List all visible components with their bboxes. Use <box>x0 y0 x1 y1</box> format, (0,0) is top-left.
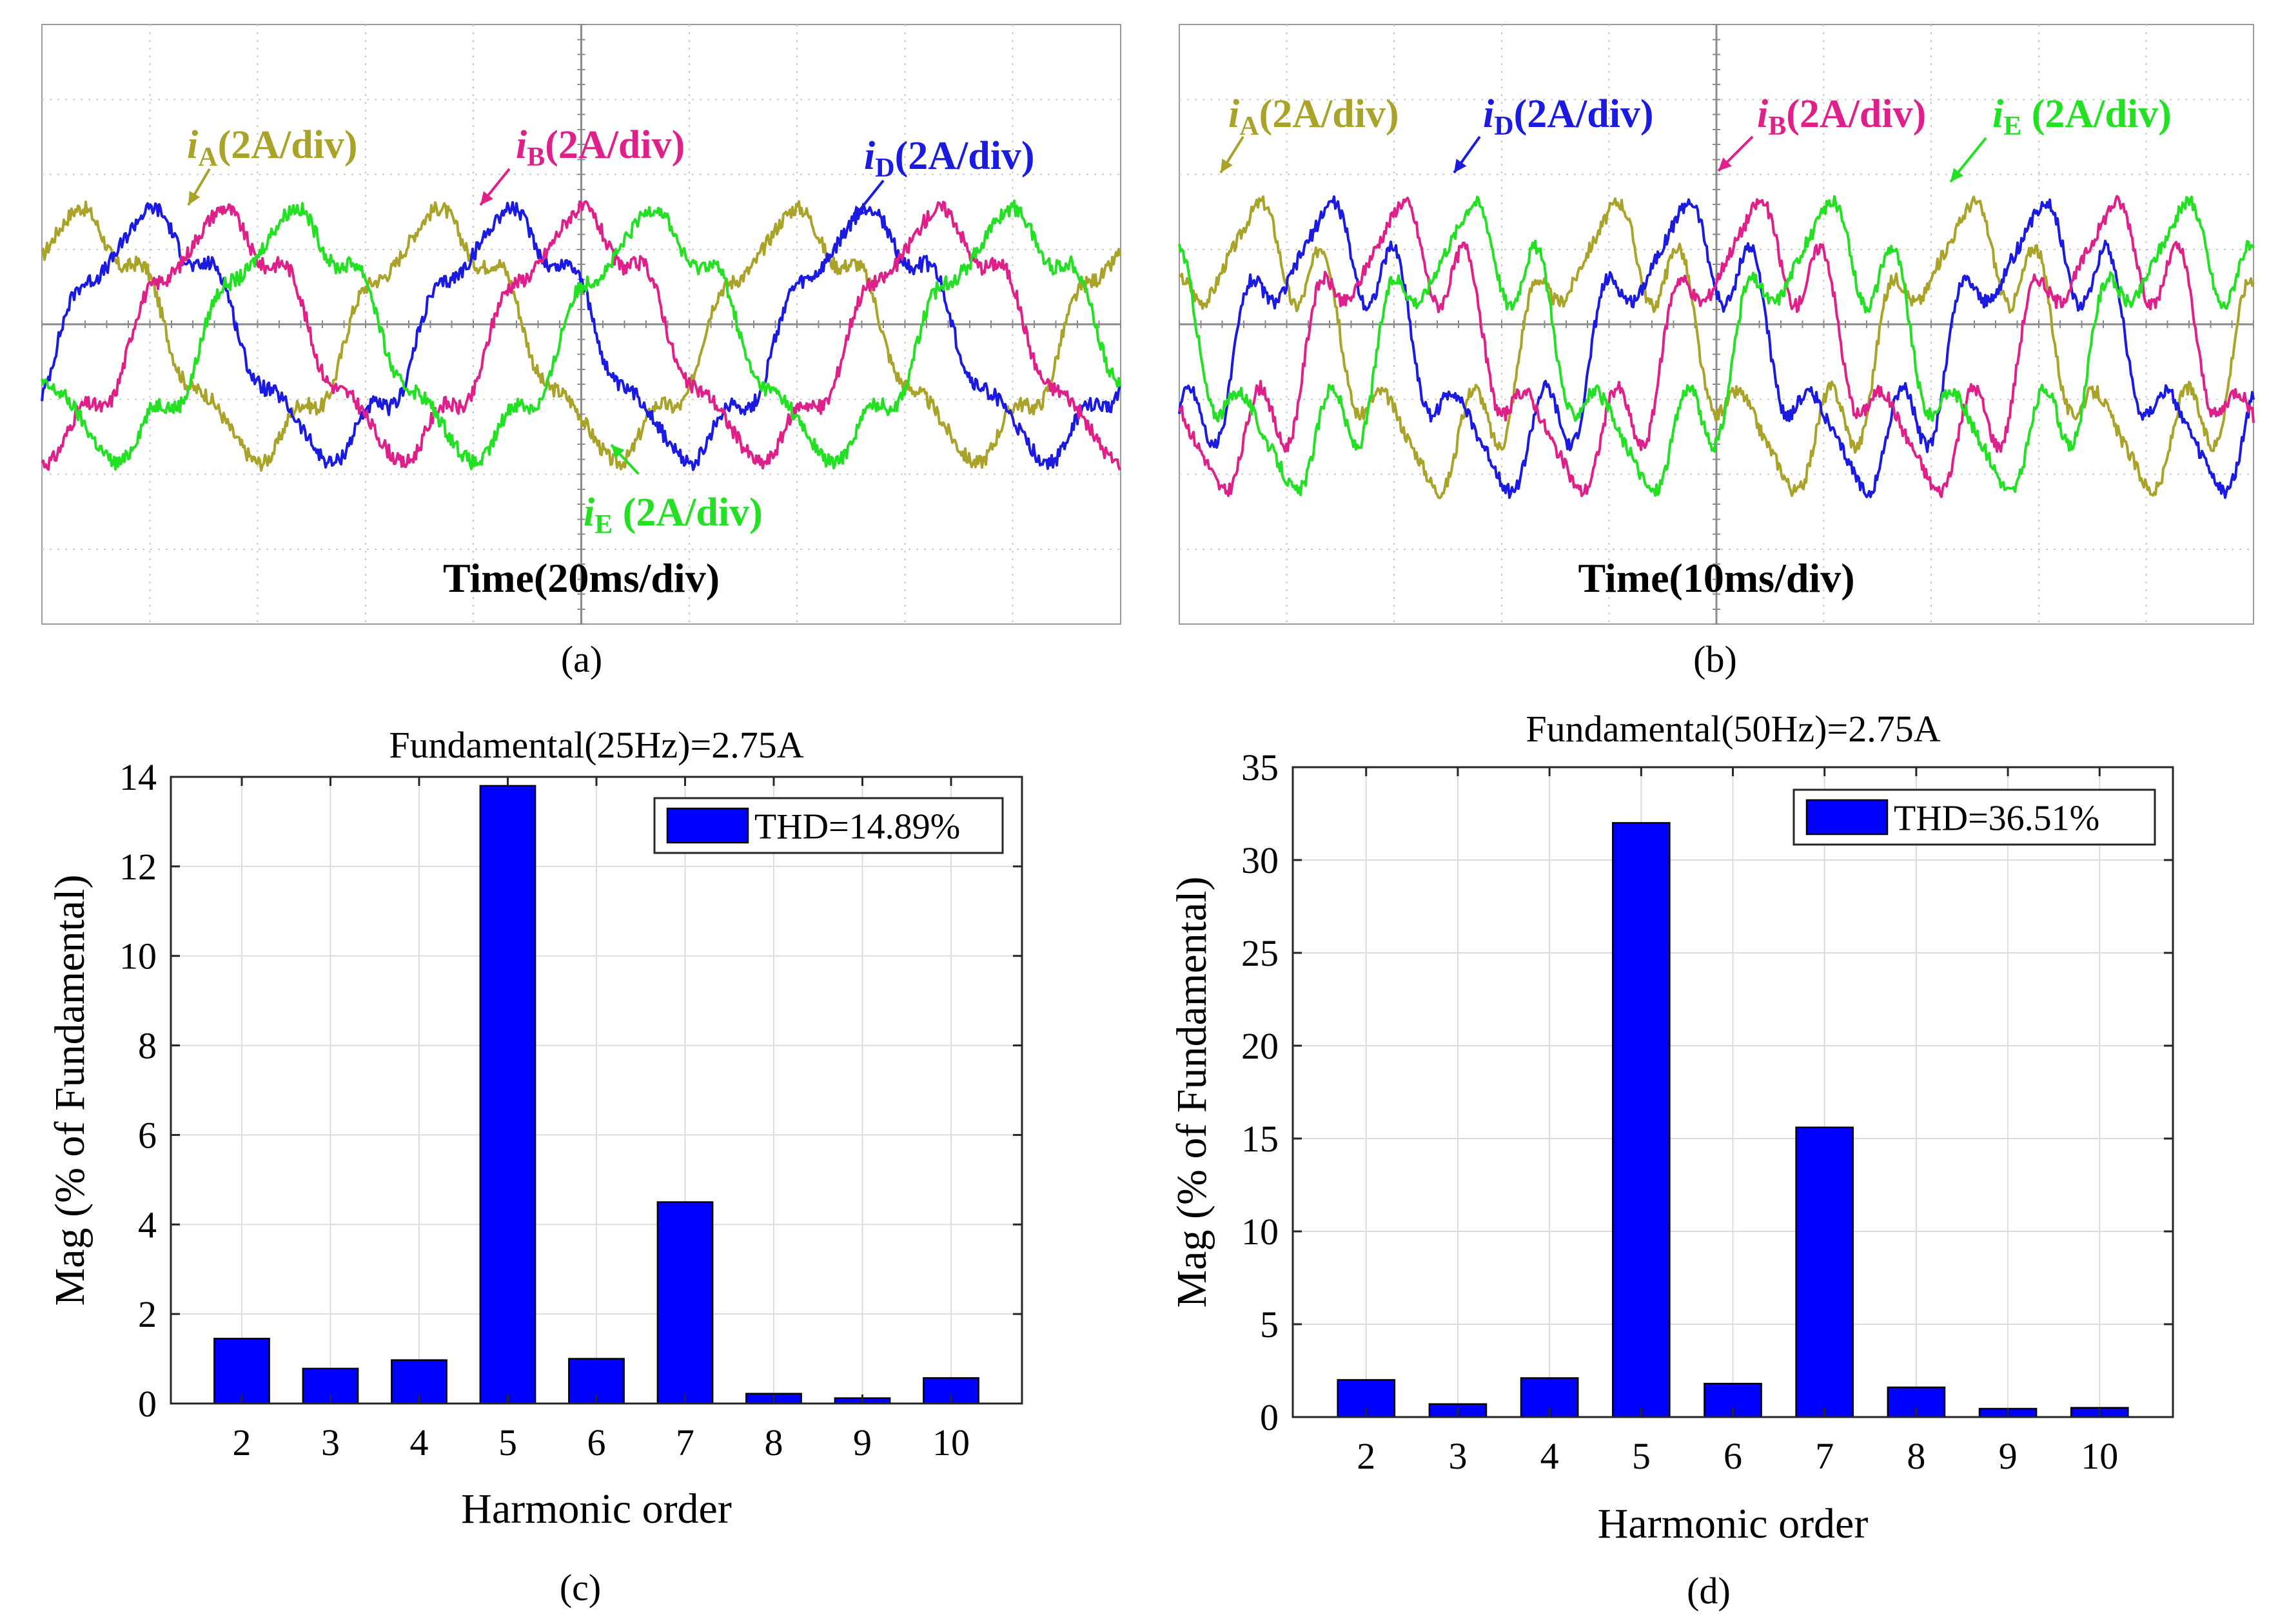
x-tick-label: 3 <box>1448 1435 1467 1477</box>
x-tick-label: 5 <box>1632 1435 1651 1477</box>
trace-label-iA: iA(2A/div) <box>187 123 358 172</box>
waveform-iA <box>41 200 1121 472</box>
time-scale-label: Time(10ms/div) <box>1578 555 1854 601</box>
waveform-iB <box>1178 195 2255 498</box>
panel-caption: (a) <box>561 638 602 680</box>
x-tick-label: 2 <box>1357 1435 1375 1477</box>
scope-grid <box>41 24 1121 625</box>
bar-harmonic-7 <box>1795 1126 1854 1418</box>
y-tick-label: 35 <box>1241 747 1279 788</box>
legend: THD=36.51% <box>1793 788 2156 846</box>
waveform-iA <box>1178 195 2255 500</box>
panel-caption: (b) <box>1693 638 1737 680</box>
x-axis-label: Harmonic order <box>461 1485 732 1532</box>
trace-arrowhead-iE <box>1950 168 1963 182</box>
x-tick-label: 6 <box>587 1422 606 1463</box>
x-tick-label: 2 <box>233 1422 251 1463</box>
x-tick-label: 7 <box>1815 1435 1834 1477</box>
x-tick-label: 9 <box>853 1422 872 1463</box>
y-axis-label: Mag (% of Fundamental) <box>1168 877 1215 1308</box>
trace-label-iA: iA(2A/div) <box>1228 92 1399 141</box>
x-tick-label: 3 <box>321 1422 340 1463</box>
y-tick-label: 2 <box>138 1293 157 1335</box>
chart-title: Fundamental(50Hz)=2.75A <box>1526 708 1940 750</box>
panel-caption: (d) <box>1687 1570 1731 1612</box>
waveform-iE <box>1178 195 2255 497</box>
trace-arrowhead-iA <box>188 191 201 205</box>
y-tick-label: 12 <box>119 846 157 888</box>
y-tick-label: 4 <box>138 1204 157 1246</box>
bar-chart-d: 0 5 10 15 20 25 30 35 2 3 4 5 6 7 8 9 10 Fundamental(50Hz… <box>1168 708 2174 1612</box>
y-tick-label: 15 <box>1241 1118 1279 1160</box>
y-tick-label: 0 <box>138 1383 157 1425</box>
chart-title: Fundamental(25Hz)=2.75A <box>389 724 803 766</box>
y-tick-label: 5 <box>1260 1304 1279 1345</box>
y-tick-label: 10 <box>1241 1211 1279 1253</box>
trace-arrowhead-iB <box>1718 157 1732 171</box>
x-tick-label: 9 <box>1999 1435 2018 1477</box>
scope-panel-b: iA(2A/div) iD(2A/div) iB(2A/div) iE (2A/div… <box>1178 24 2255 680</box>
time-scale-label: Time(20ms/div) <box>443 555 720 601</box>
y-tick-label: 25 <box>1241 932 1279 974</box>
y-tick-label: 20 <box>1241 1025 1279 1067</box>
x-tick-label: 7 <box>676 1422 694 1463</box>
bar-harmonic-2 <box>213 1338 270 1405</box>
x-axis-label: Harmonic order <box>1598 1500 1869 1547</box>
trace-label-iD: iD(2A/div) <box>1483 92 1654 141</box>
trace-label-iE: iE (2A/div) <box>584 491 763 540</box>
legend: THD=14.89% <box>653 797 1004 854</box>
trace-label-iE: iE (2A/div) <box>1992 92 2172 141</box>
y-tick-label: 30 <box>1241 839 1279 881</box>
x-tick-label: 5 <box>498 1422 517 1463</box>
x-tick-label: 10 <box>932 1422 970 1463</box>
legend-swatch <box>666 807 749 844</box>
y-tick-label: 8 <box>138 1025 157 1067</box>
trace-label-iB: iB(2A/div) <box>516 123 685 172</box>
trace-label-iD: iD(2A/div) <box>864 134 1035 183</box>
x-tick-label: 8 <box>765 1422 783 1463</box>
waveform-iB <box>41 200 1121 471</box>
waveform-iE <box>41 199 1121 471</box>
bar-harmonic-4 <box>391 1359 447 1405</box>
legend-swatch <box>1805 799 1889 836</box>
trace-arrowhead-iA <box>1221 159 1233 173</box>
y-tick-label: 0 <box>1260 1396 1279 1438</box>
scope-panel-a: iA(2A/div) iB(2A/div) iD(2A/div) iE (2A/div… <box>41 24 1121 680</box>
y-tick-label: 10 <box>119 935 157 977</box>
x-tick-label: 10 <box>2081 1435 2118 1477</box>
bar-harmonic-5 <box>1611 822 1671 1418</box>
x-tick-label: 8 <box>1907 1435 1925 1477</box>
y-tick-label: 14 <box>119 756 157 798</box>
trace-arrowhead-iE <box>611 445 625 459</box>
x-tick-label: 6 <box>1724 1435 1742 1477</box>
trace-arrowhead-iD <box>852 205 865 219</box>
bar-harmonic-5 <box>479 785 536 1405</box>
panel-caption: (c) <box>560 1567 601 1609</box>
bar-chart-c: 0 2 4 6 8 10 12 14 2 3 4 5 6 7 8 9 10 Fundamental(25Hz)=2… <box>46 724 1023 1609</box>
y-axis-label: Mag (% of Fundamental) <box>46 875 93 1306</box>
trace-arrowhead-iD <box>1454 159 1467 173</box>
waveform-iD <box>1178 195 2255 499</box>
x-tick-label: 4 <box>1540 1435 1559 1477</box>
trace-label-iB: iB(2A/div) <box>1757 92 1926 141</box>
x-tick-label: 4 <box>410 1422 429 1463</box>
y-tick-label: 6 <box>138 1114 157 1156</box>
legend-label: THD=36.51% <box>1894 799 2099 839</box>
legend-label: THD=14.89% <box>754 807 960 847</box>
bar-harmonic-7 <box>656 1201 714 1405</box>
trace-arrowhead-iB <box>480 191 493 205</box>
